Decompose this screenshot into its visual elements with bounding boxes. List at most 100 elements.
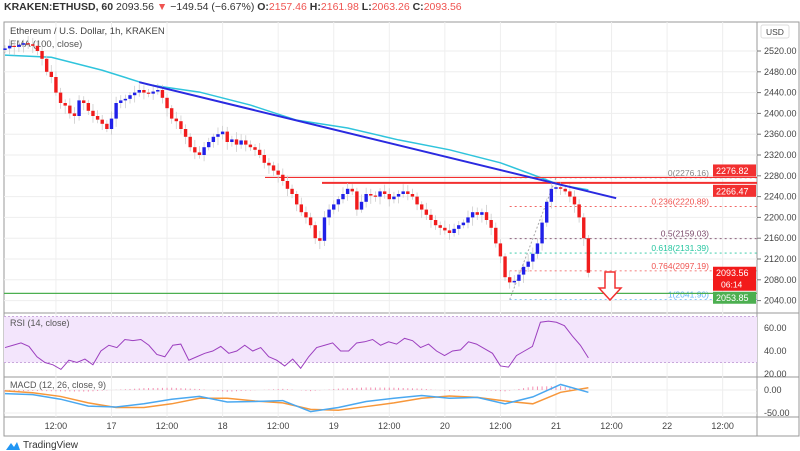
candle-down — [179, 121, 183, 129]
candle-up — [114, 103, 118, 119]
candle-down — [294, 194, 299, 205]
candle-down — [188, 136, 192, 148]
candle-down — [174, 118, 179, 122]
candle-down — [31, 44, 35, 46]
close-label: C: — [412, 1, 424, 13]
candle-down — [262, 155, 266, 163]
price-tick-label: 2360.00 — [764, 129, 797, 139]
candle-down — [572, 196, 577, 205]
time-tick-label: 12:00 — [711, 421, 734, 431]
candle-down — [369, 194, 373, 196]
candle-down — [429, 214, 433, 220]
candle-down — [253, 147, 257, 150]
candle-down — [415, 196, 419, 205]
price-tick-label: 2320.00 — [764, 150, 797, 160]
candle-down — [146, 92, 151, 94]
candle-up — [396, 194, 401, 197]
candle-up — [207, 142, 211, 148]
time-tick-label: 21 — [551, 421, 561, 431]
candle-up — [378, 191, 382, 197]
candle-down — [420, 204, 424, 210]
fib-level-label: 0.764(2097.19) — [651, 261, 709, 271]
price-tick-label: 2160.00 — [764, 233, 797, 243]
resistance-price-badge-text: 2266.47 — [716, 186, 749, 196]
candle-up — [466, 217, 470, 223]
candle-up — [239, 140, 243, 145]
fib-level-label: 1(2041.90) — [668, 290, 709, 300]
candle-down — [410, 194, 415, 197]
candle-down — [494, 227, 498, 244]
tradingview-logo[interactable]: TradingView — [6, 440, 78, 451]
candle-up — [470, 212, 475, 218]
rsi-band — [4, 316, 757, 363]
rsi-tick-label: 60.00 — [764, 323, 787, 333]
candle-down — [290, 188, 294, 194]
chart-canvas[interactable]: 12:00 17 12:00 18 12:00 19 12:00 20 12:00 21 12:00… — [0, 0, 800, 440]
candle-down — [424, 209, 429, 215]
resistance-price-badge — [713, 164, 756, 177]
candle-down — [63, 103, 67, 106]
ema-100-line — [4, 54, 589, 191]
candle-down — [507, 277, 512, 283]
price-tick-label: 2120.00 — [764, 254, 797, 264]
price-tick-label: 2280.00 — [764, 171, 797, 181]
candle-down — [44, 58, 49, 72]
brand-text: TradingView — [23, 440, 79, 451]
last-price-badge — [713, 266, 756, 291]
candle-down — [197, 152, 202, 155]
price-tick-label: 2400.00 — [764, 108, 797, 118]
high-label: H: — [309, 1, 321, 13]
time-tick-label: 12:00 — [489, 421, 512, 431]
tradingview-logo-icon — [6, 441, 20, 450]
candle-down — [382, 191, 387, 194]
price-tick-label: 2200.00 — [764, 212, 797, 222]
candle-down — [443, 227, 447, 231]
candle-down — [165, 97, 169, 109]
time-tick-label: 19 — [329, 421, 339, 431]
candle-down — [475, 212, 479, 215]
candle-down — [91, 110, 95, 116]
time-tick-label: 22 — [662, 421, 672, 431]
symbol-name: KRAKEN:ETHUSD, 60 — [4, 1, 114, 13]
price-tick-label: 2040.00 — [764, 296, 797, 306]
chart-frame — [3, 21, 800, 437]
candle-up — [452, 228, 456, 233]
candle-down — [257, 149, 262, 155]
candle-down — [169, 108, 174, 119]
open-label: O: — [257, 1, 269, 13]
candle-up — [545, 201, 549, 223]
candle-down — [406, 191, 410, 194]
candle-down — [234, 139, 239, 145]
candle-up — [151, 91, 155, 94]
candle-down — [49, 71, 53, 77]
macd-tick-label: 0.00 — [764, 385, 782, 395]
candle-down — [248, 144, 253, 148]
price-tick-label: 2080.00 — [764, 275, 797, 285]
candle-up — [128, 95, 132, 99]
candle-down — [484, 212, 489, 220]
candle-up — [531, 253, 535, 262]
rsi-tick-label: 40.00 — [764, 346, 787, 356]
candle-up — [341, 194, 345, 200]
candle-down — [558, 187, 563, 189]
macd-line — [4, 383, 589, 413]
candle-down — [577, 204, 581, 218]
time-tick-label: 18 — [218, 421, 228, 431]
candle-up — [220, 131, 225, 135]
candle-down — [12, 45, 16, 47]
price-tick-label: 2440.00 — [764, 88, 797, 98]
candle-down — [160, 90, 165, 98]
candle-up — [526, 261, 530, 267]
candle-up — [3, 48, 7, 50]
time-tick-label: 17 — [106, 421, 116, 431]
candle-down — [281, 174, 285, 181]
candle-down — [142, 90, 146, 93]
candle-up — [392, 196, 396, 200]
candle-up — [17, 44, 21, 47]
low-label: L: — [361, 1, 372, 13]
candle-down — [563, 188, 567, 192]
support-price-badge — [713, 291, 756, 304]
high-value: 2161.98 — [320, 1, 359, 13]
candle-up — [332, 204, 336, 210]
ema-legend: EMA (100, close) — [10, 39, 82, 50]
